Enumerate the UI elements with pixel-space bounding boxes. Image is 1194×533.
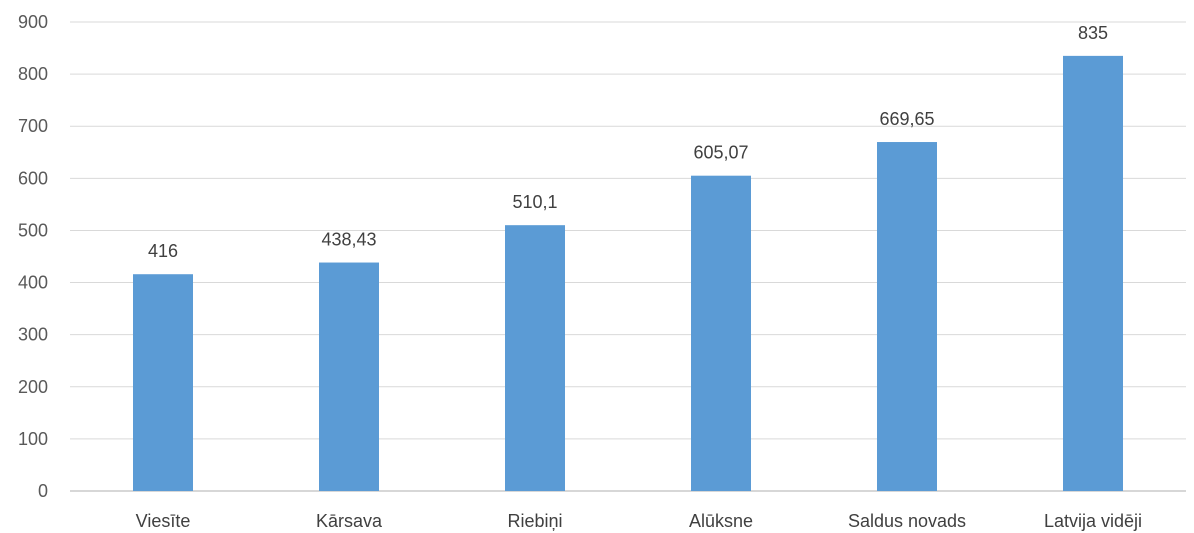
data-label: 605,07 xyxy=(693,143,748,163)
bar xyxy=(133,274,193,491)
data-label: 669,65 xyxy=(879,109,934,129)
bar xyxy=(1063,55,1123,491)
y-tick-label: 900 xyxy=(18,12,48,32)
category-label: Riebiņi xyxy=(507,511,562,531)
y-axis-ticks: 0 100 200 300 400 500 600 700 800 900 xyxy=(18,12,48,501)
x-axis-categories: Viesīte Kārsava Riebiņi Alūksne Saldus novad… xyxy=(136,511,1142,531)
category-label: Viesīte xyxy=(136,511,191,531)
data-label: 835 xyxy=(1078,23,1108,43)
data-label: 416 xyxy=(148,241,178,261)
bar xyxy=(319,262,379,491)
data-label: 438,43 xyxy=(321,230,376,250)
gridlines xyxy=(70,21,1186,492)
bar xyxy=(691,175,751,492)
bar xyxy=(505,225,565,492)
category-label: Latvija vidēji xyxy=(1044,511,1142,531)
category-label: Saldus novads xyxy=(848,511,966,531)
data-labels: 416 438,43 510,1 605,07 669,65 835 xyxy=(148,23,1108,261)
y-tick-label: 800 xyxy=(18,64,48,84)
y-tick-label: 600 xyxy=(18,168,48,188)
data-label: 510,1 xyxy=(512,192,557,212)
y-tick-label: 200 xyxy=(18,377,48,397)
category-label: Kārsava xyxy=(316,511,383,531)
y-tick-label: 300 xyxy=(18,325,48,345)
y-tick-label: 500 xyxy=(18,220,48,240)
y-tick-label: 400 xyxy=(18,273,48,293)
bar xyxy=(877,142,937,491)
y-tick-label: 0 xyxy=(38,481,48,501)
y-tick-label: 700 xyxy=(18,116,48,136)
category-label: Alūksne xyxy=(689,511,753,531)
bars xyxy=(133,55,1123,492)
y-tick-label: 100 xyxy=(18,429,48,449)
